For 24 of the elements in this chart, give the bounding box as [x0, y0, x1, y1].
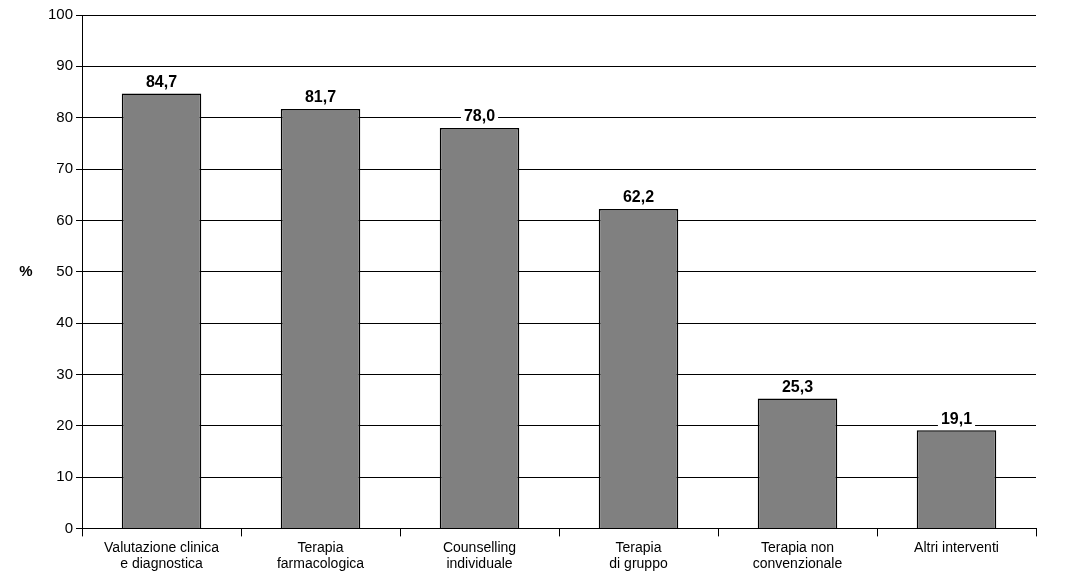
data-label: 81,7 [304, 88, 337, 106]
x-tick-label: Valutazione clinica e diagnostica [104, 538, 220, 572]
y-tick-label: 100 [48, 5, 74, 23]
x-tick-label: Terapia non convenzionale [752, 538, 843, 572]
y-tick-label: 40 [56, 313, 74, 331]
y-tick-label: 70 [56, 159, 74, 177]
data-label: 78,0 [463, 107, 496, 125]
y-tick-label: 20 [56, 415, 74, 433]
y-tick-label: 10 [56, 467, 74, 485]
x-tick-label: Terapia di gruppo [609, 538, 668, 572]
data-label: 62,2 [622, 188, 655, 206]
y-tick-label: 80 [56, 107, 74, 125]
data-label: 84,7 [145, 72, 178, 90]
y-tick-label: 90 [56, 56, 74, 74]
data-label: 25,3 [781, 377, 814, 395]
y-axis-title: % [19, 261, 33, 279]
y-tick-label: 30 [56, 364, 74, 382]
y-tick-label: 0 [64, 518, 74, 536]
data-label: 19,1 [940, 409, 973, 427]
x-tick-label: Altri interventi [914, 538, 999, 555]
y-tick-label: 50 [56, 261, 74, 279]
x-tick-label: Terapia farmacologica [276, 538, 365, 572]
y-tick-label: 60 [56, 210, 74, 228]
x-tick-label: Counselling individuale [442, 538, 517, 572]
